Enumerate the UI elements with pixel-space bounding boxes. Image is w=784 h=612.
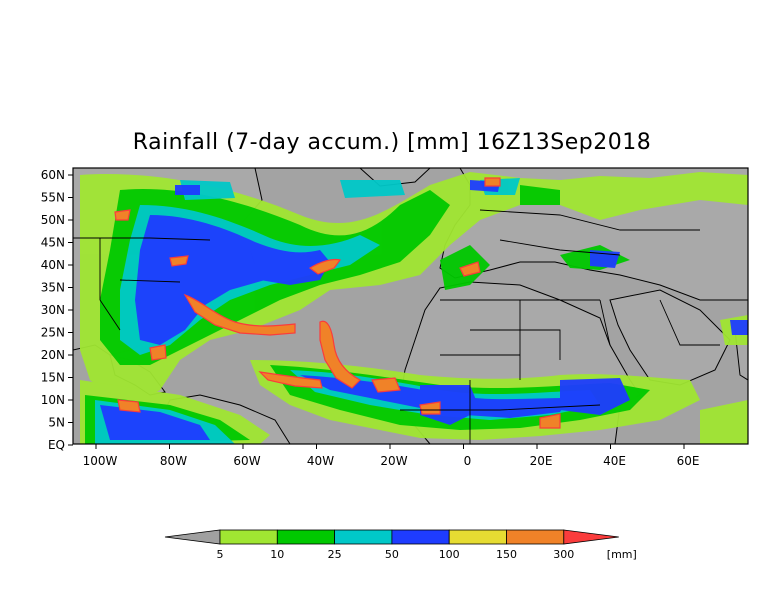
legend-color-box	[506, 529, 565, 545]
lat-tick-label: 15N	[41, 371, 65, 385]
legend-color-box	[334, 529, 393, 545]
lon-tick-label: 60W	[233, 454, 260, 468]
legend-threshold-label: 5	[217, 548, 224, 561]
rain-extreme	[114, 177, 561, 429]
legend-threshold-label: 25	[328, 548, 342, 561]
map-title: Rainfall (7-day accum.) [mm] 16Z13Sep201…	[132, 130, 652, 155]
lon-tick-label: 20E	[530, 454, 553, 468]
lat-tick-label: 50N	[41, 213, 65, 227]
legend-above-arrow	[563, 529, 619, 545]
lat-tick-label: 20N	[41, 348, 65, 362]
legend-below-arrow	[164, 529, 221, 545]
lon-tick-label: 40W	[307, 454, 334, 468]
lon-tick-label: 100W	[83, 454, 118, 468]
legend-color-box	[276, 529, 335, 545]
rainfall-swaths	[80, 172, 748, 444]
lat-tick-label: 30N	[41, 303, 65, 317]
lon-tick-label: 60E	[677, 454, 700, 468]
lon-tick-label: 80W	[160, 454, 187, 468]
lat-tick-label: 35N	[41, 281, 65, 295]
lat-tick-label: 45N	[41, 236, 65, 250]
lon-tick-label: 20W	[380, 454, 407, 468]
lat-tick-label: 10N	[41, 393, 65, 407]
lat-tick-label: 55N	[41, 191, 65, 205]
legend-threshold-label: 10	[270, 548, 284, 561]
longitude-axis: 100W 80W 60W 40W 20W 0 20E 40E 60E	[83, 444, 700, 468]
lat-tick-label: EQ	[48, 438, 65, 452]
legend-threshold-label: 300	[553, 548, 574, 561]
legend-threshold-label: 150	[496, 548, 517, 561]
lat-tick-label: 60N	[41, 168, 65, 182]
legend-unit-label: [mm]	[607, 548, 637, 561]
legend-color-box	[448, 529, 507, 545]
legend-threshold-label: 50	[385, 548, 399, 561]
color-legend: 5 10 25 50 100 150 300 [mm]	[164, 529, 637, 561]
map-content	[73, 168, 748, 444]
legend-color-box	[219, 529, 278, 545]
legend-threshold-label: 100	[439, 548, 460, 561]
legend-color-box	[391, 529, 450, 545]
map-frame	[72, 167, 749, 445]
boundary-lines	[73, 209, 720, 444]
latitude-axis: 60N 55N 50N 45N 40N 35N 30N 25N 20N 15N 10N 5N EQ	[41, 168, 73, 452]
lon-tick-label: 40E	[603, 454, 626, 468]
lat-tick-label: 25N	[41, 326, 65, 340]
lon-tick-label: 0	[464, 454, 472, 468]
lat-tick-label: 40N	[41, 258, 65, 272]
arabia-land	[609, 289, 731, 386]
lat-tick-label: 5N	[48, 416, 65, 430]
